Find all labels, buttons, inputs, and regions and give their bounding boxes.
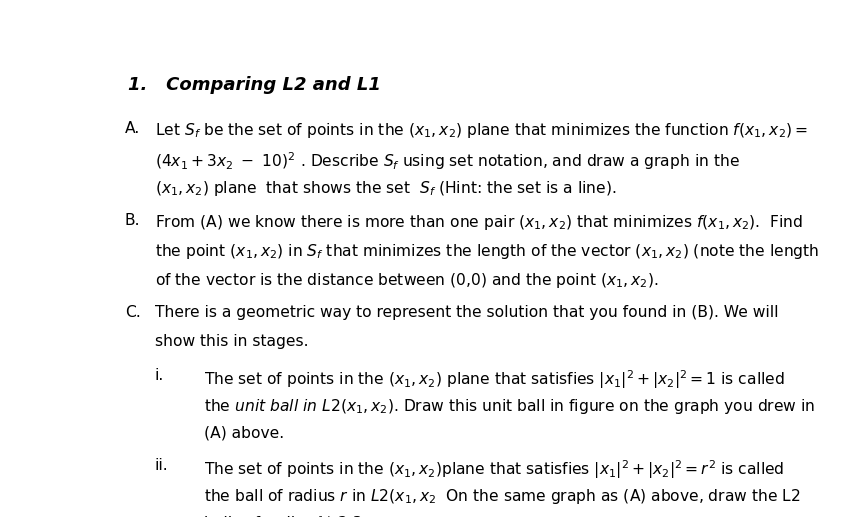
Text: The set of points in the $(x_1, x_2)$ plane that satisfies $|x_1|^2 + |x_2|^2 = : The set of points in the $(x_1, x_2)$ pl…: [204, 368, 785, 390]
Text: i.: i.: [155, 368, 164, 383]
Text: balls of radius ½,2,3.: balls of radius ½,2,3.: [204, 516, 367, 517]
Text: B.: B.: [125, 213, 141, 228]
Text: (A) above.: (A) above.: [204, 426, 285, 441]
Text: $(4x_1 + 3x_2\ -\ 10)^2$ . Describe $S_f$ using set notation, and draw a graph i: $(4x_1 + 3x_2\ -\ 10)^2$ . Describe $S_f…: [155, 150, 740, 172]
Text: Let $S_f$ be the set of points in the $(x_1, x_2)$ plane that minimizes the func: Let $S_f$ be the set of points in the $(…: [155, 121, 808, 140]
Text: ii.: ii.: [155, 458, 169, 473]
Text: C.: C.: [125, 305, 141, 320]
Text: The set of points in the $(x_1, x_2)$plane that satisfies $|x_1|^2 + |x_2|^2 = r: The set of points in the $(x_1, x_2)$pla…: [204, 458, 785, 481]
Text: $(x_1, x_2)$ plane  that shows the set  $S_f$ (Hint: the set is a line).: $(x_1, x_2)$ plane that shows the set $S…: [155, 179, 616, 198]
Text: the point $(x_1, x_2)$ in $S_f$ that minimizes the length of the vector $(x_1, x: the point $(x_1, x_2)$ in $S_f$ that min…: [155, 242, 819, 261]
Text: the $\mathit{unit\ ball\ in\ L2}$$(x_1, x_2)$. Draw this unit ball in figure on : the $\mathit{unit\ ball\ in\ L2}$$(x_1, …: [204, 397, 815, 416]
Text: show this in stages.: show this in stages.: [155, 334, 308, 349]
Text: the ball of radius $r$ in $\mathit{L2}$$(x_1, x_2$  On the same graph as (A) abo: the ball of radius $r$ in $\mathit{L2}$$…: [204, 487, 801, 506]
Text: There is a geometric way to represent the solution that you found in (B). We wil: There is a geometric way to represent th…: [155, 305, 778, 320]
Text: A.: A.: [125, 121, 141, 136]
Text: From (A) we know there is more than one pair $(x_1, x_2)$ that minimizes $f(x_1,: From (A) we know there is more than one …: [155, 213, 803, 232]
Text: of the vector is the distance between (0,0) and the point $(x_1, x_2)$.: of the vector is the distance between (0…: [155, 271, 659, 290]
Text: 1.   Comparing L2 and L1: 1. Comparing L2 and L1: [129, 76, 381, 94]
